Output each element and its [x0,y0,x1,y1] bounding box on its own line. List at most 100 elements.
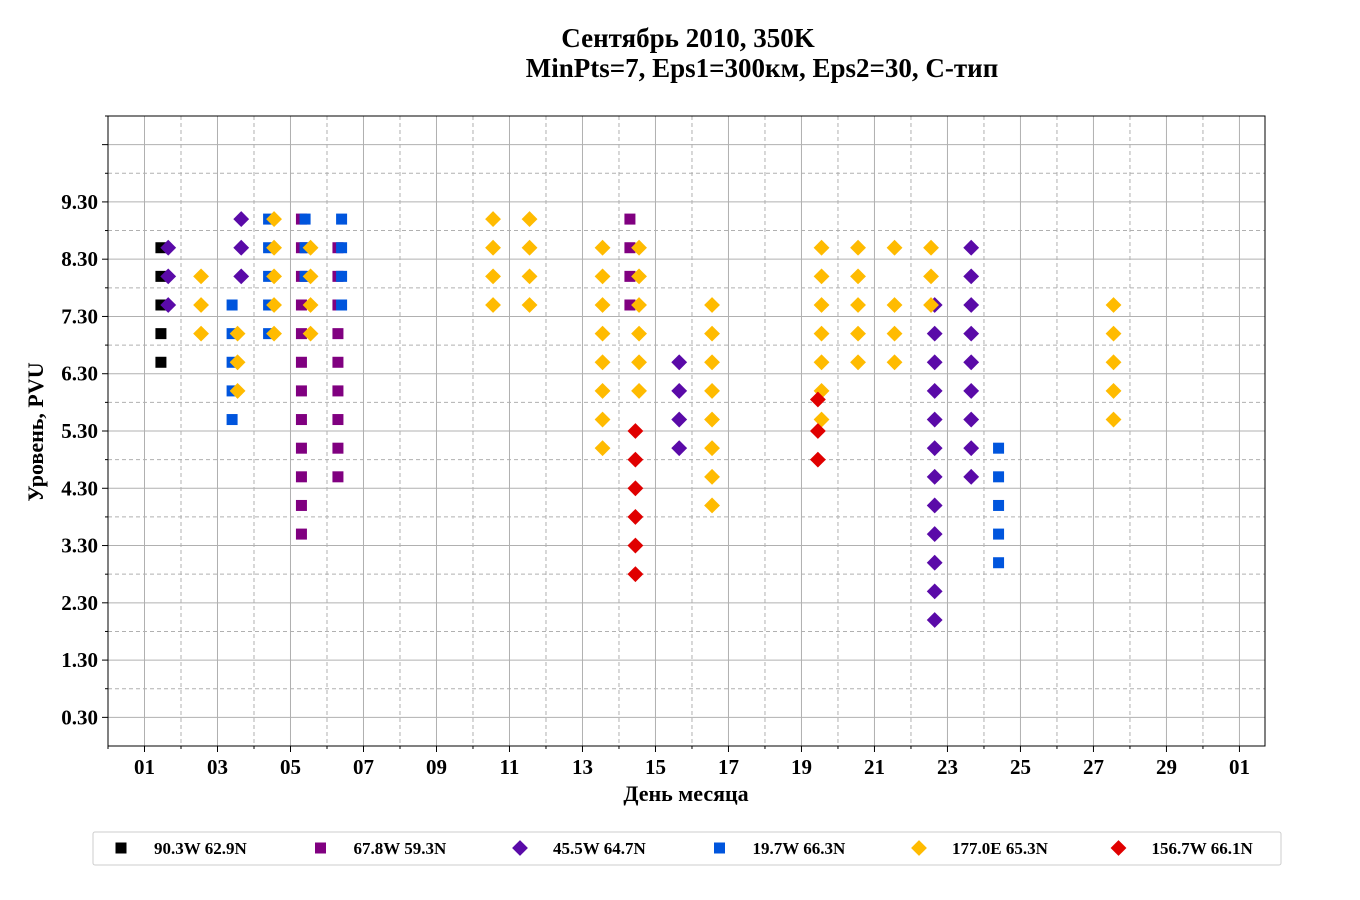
data-point [193,297,209,313]
x-tick-label: 13 [572,755,593,779]
data-point [926,526,943,543]
data-point [226,299,238,311]
data-point [233,268,250,285]
grid [107,115,1265,746]
data-point [521,297,538,313]
data-point [850,325,866,342]
data-point [850,354,866,371]
data-point [886,239,903,256]
y-tick-label: 9.30 [61,190,98,214]
data-point [295,442,307,454]
data-point [332,356,344,368]
y-tick-label: 6.30 [61,362,98,386]
legend-label: 177.0E 65.3N [952,839,1049,858]
data-point [926,612,943,628]
data-point [963,468,980,485]
data-point [193,268,209,285]
data-point [926,468,943,485]
data-point [926,411,943,428]
data-point [521,239,538,256]
data-point [627,508,644,525]
data-point [813,239,830,256]
data-point [332,414,344,426]
data-point [485,297,501,313]
data-point [631,382,647,399]
data-point [295,471,307,483]
data-point [631,354,647,371]
chart-title: Сентябрь 2010, 350K [561,23,814,53]
legend-marker [714,842,725,854]
legend-marker [115,842,127,854]
data-point [302,297,319,313]
legend-label: 67.8W 59.3N [354,839,447,858]
data-point [704,297,720,313]
data-point [521,268,538,285]
data-point [160,239,177,256]
data-point [295,299,307,311]
data-point [704,382,720,399]
x-tick-label: 25 [1010,755,1031,779]
y-tick-label: 1.30 [61,648,98,672]
data-point [624,299,636,311]
legend-marker [512,840,528,856]
data-point [704,411,720,428]
y-axis-label: Уровень, PVU [23,362,48,501]
data-point [993,442,1005,454]
data-point [627,566,644,583]
data-point [266,239,282,256]
x-axis-label: День месяца [623,781,748,806]
x-tick-label: 01 [1229,755,1250,779]
data-point [295,356,307,368]
data-point [336,213,348,225]
data-point [923,268,939,285]
legend-item: 156.7W 66.1N [1110,839,1253,858]
data-point [627,480,644,497]
data-point [813,268,830,285]
data-point [193,325,209,342]
data-point [295,385,307,397]
data-point [1105,354,1122,371]
data-point [485,268,501,285]
legend-frame [92,831,1282,866]
data-point [229,325,246,342]
data-point [850,268,866,285]
data-point [923,239,939,256]
y-tick-label: 7.30 [61,304,98,328]
data-point [594,354,611,371]
axes [102,115,1266,752]
y-tick-label: 5.30 [61,419,98,443]
data-point [299,213,311,225]
data-point [266,211,282,228]
data-point [266,297,282,313]
y-tick-label: 2.30 [61,591,98,615]
legend-marker [1110,840,1127,856]
data-point [229,354,246,371]
data-point [332,385,344,397]
data-point [671,411,688,428]
data-point [594,325,611,342]
x-tick-label: 29 [1156,755,1177,779]
x-tick-label: 15 [645,755,666,779]
y-tick-label: 0.30 [61,705,98,729]
data-point [266,325,282,342]
data-point [963,297,980,313]
data-point [704,440,720,457]
data-point [926,354,943,371]
data-point [336,242,348,254]
data-point [295,528,307,540]
x-tick-label: 27 [1083,755,1104,779]
x-tick-label: 21 [864,755,885,779]
data-point [926,583,943,600]
x-tick-label: 23 [937,755,958,779]
data-point [850,239,866,256]
data-point [631,325,647,342]
data-point [624,242,636,254]
series-3 [160,211,980,628]
data-point [963,239,980,256]
data-point [926,440,943,457]
x-tick-label: 11 [500,755,520,779]
tick-labels: 01 03 05 07 09 11 13 15 17 19 21 23 25 27 29 01 0.30 1.30… [61,190,1250,779]
data-point [155,328,167,340]
data-point [302,239,319,256]
data-point [332,442,344,454]
